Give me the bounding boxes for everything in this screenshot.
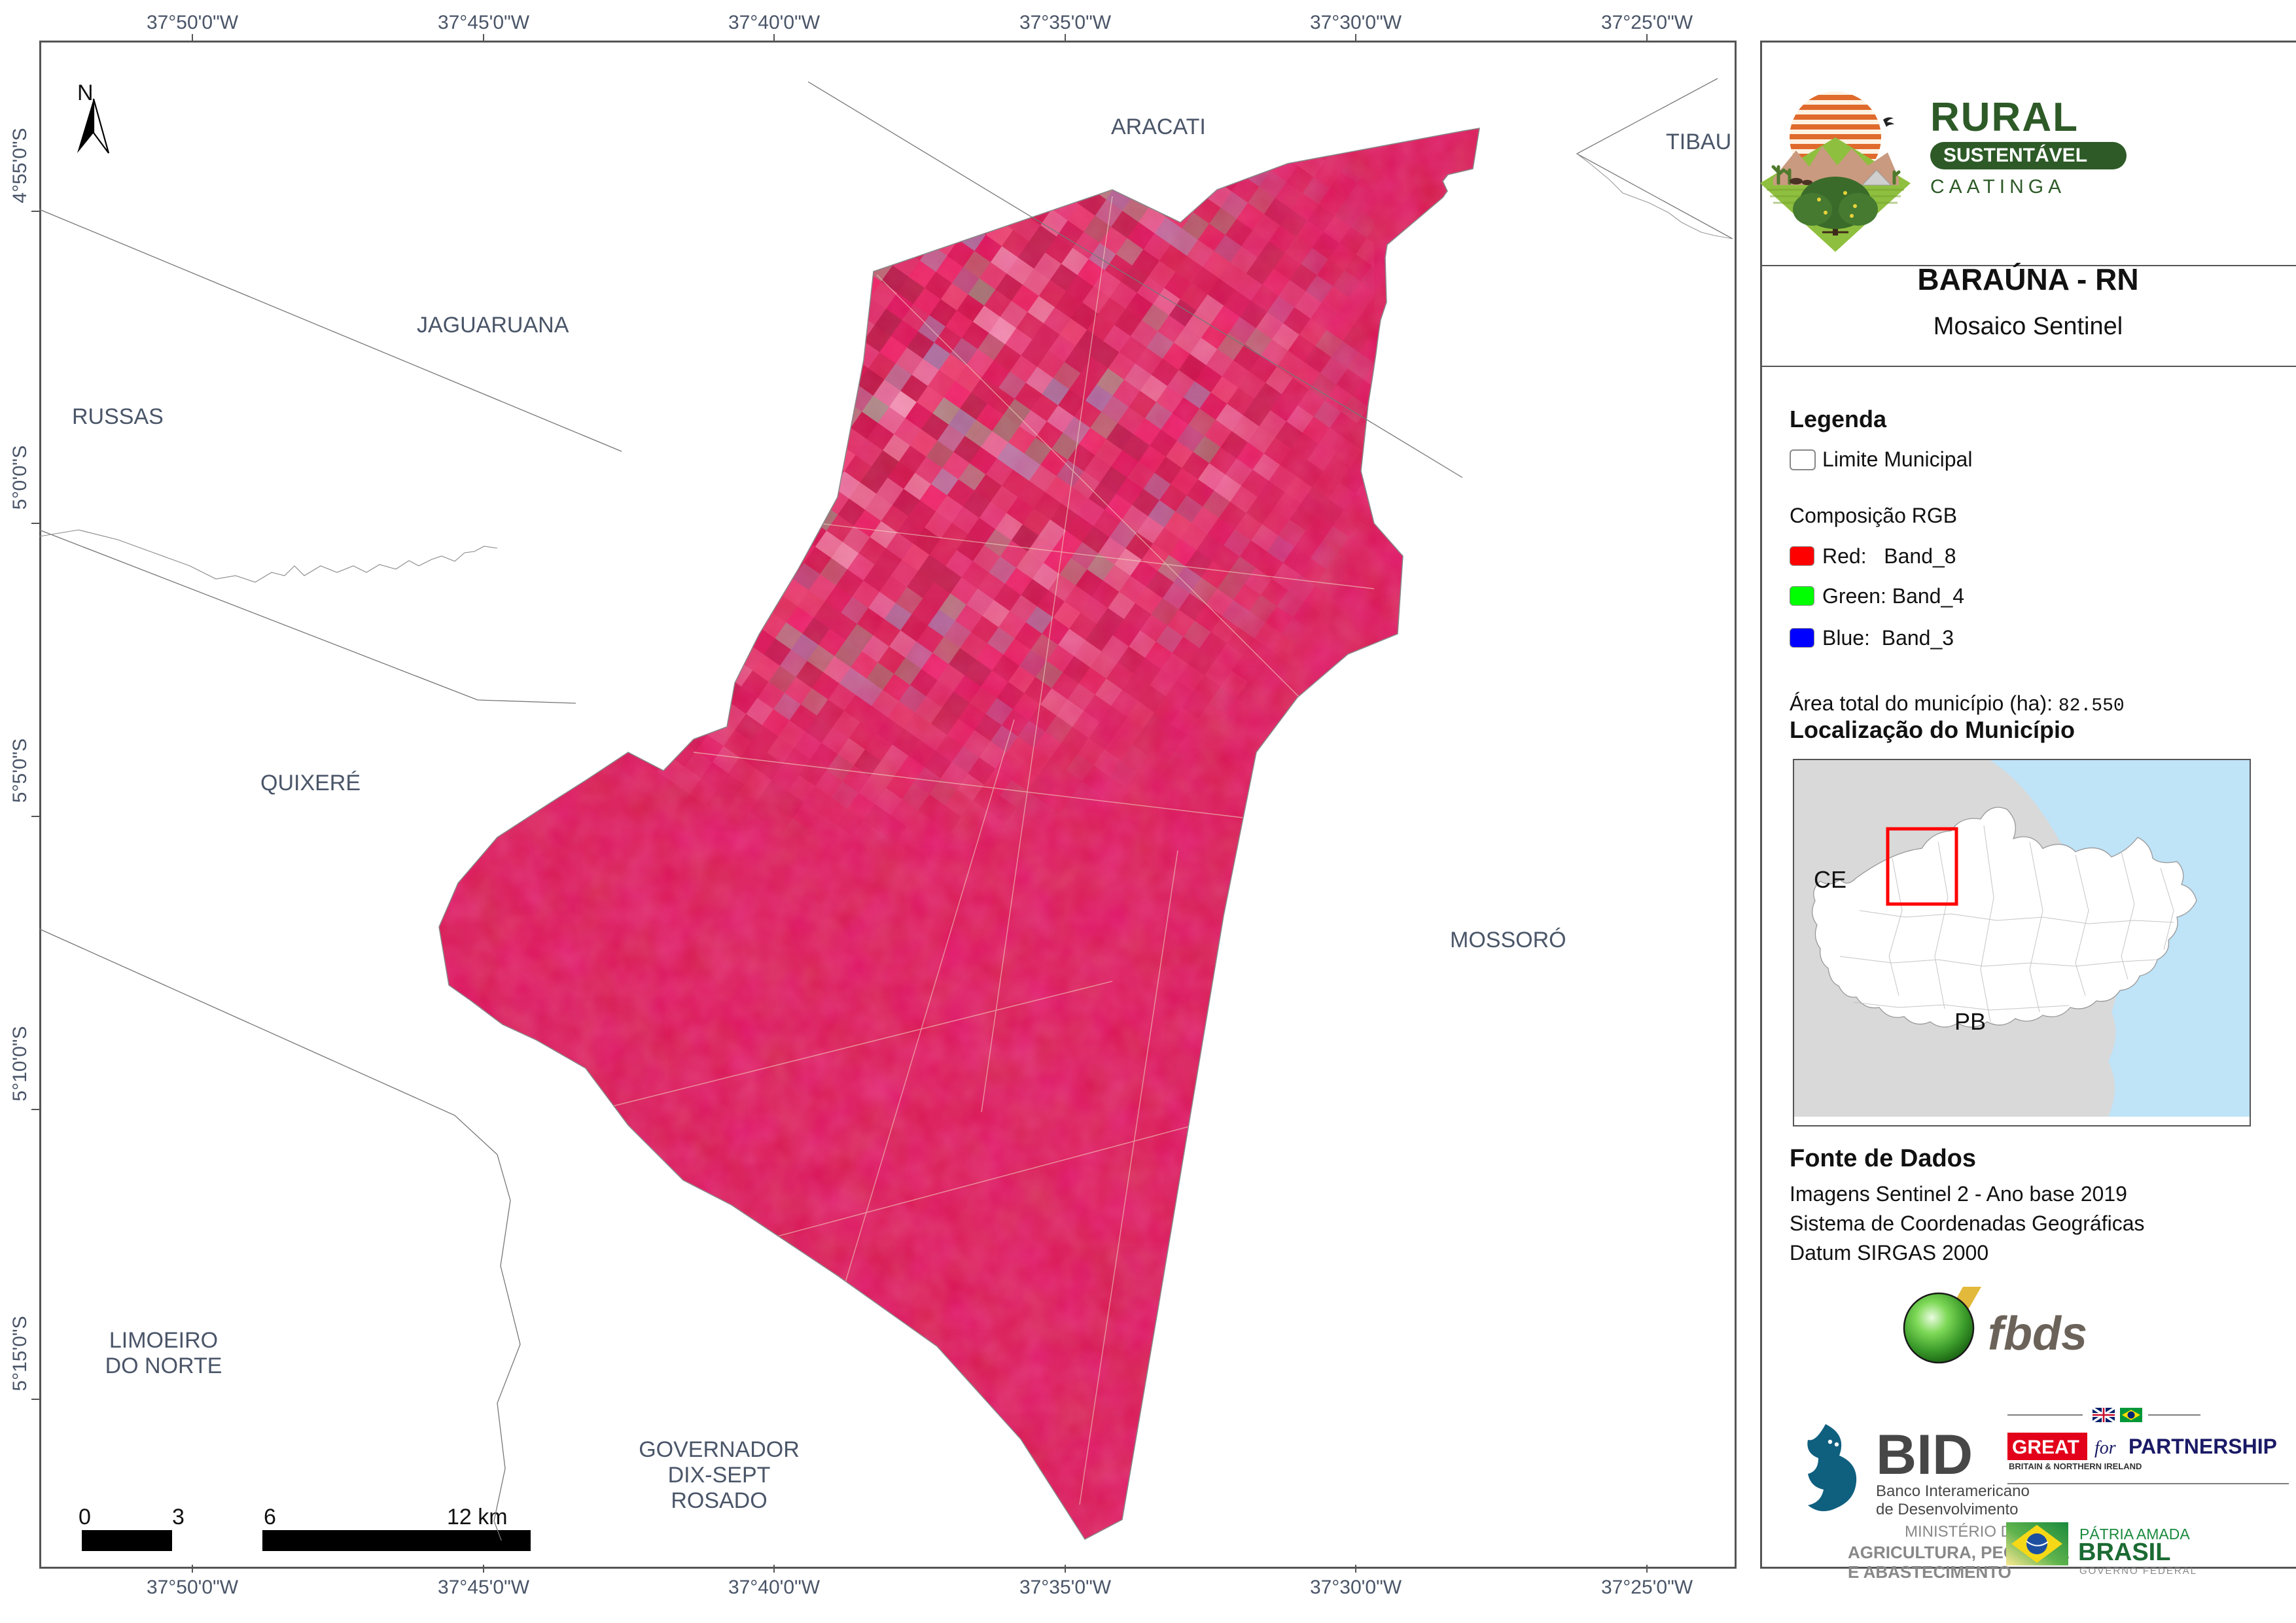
svg-text:PB: PB [1954,1008,1986,1035]
svg-text:CE: CE [1814,866,1846,893]
svg-text:SUSTENTÁVEL: SUSTENTÁVEL [1943,144,2087,166]
svg-text:fbds: fbds [1988,1308,2087,1360]
svg-text:CAATINGA: CAATINGA [1930,176,2066,198]
svg-text:BRASIL: BRASIL [2078,1539,2170,1566]
svg-text:for: for [2094,1438,2116,1458]
svg-text:PARTNERSHIP: PARTNERSHIP [2128,1435,2277,1458]
svg-text:BID: BID [1876,1423,1973,1486]
svg-text:GOVERNO FEDERAL: GOVERNO FEDERAL [2079,1565,2197,1577]
svg-text:de Desenvolvimento: de Desenvolvimento [1876,1501,2018,1518]
svg-text:RURAL: RURAL [1930,95,2079,140]
svg-text:BRITAIN & NORTHERN IRELAND: BRITAIN & NORTHERN IRELAND [2009,1461,2142,1471]
svg-text:Banco Interamericano: Banco Interamericano [1876,1482,2030,1500]
svg-text:GREAT: GREAT [2012,1437,2079,1458]
